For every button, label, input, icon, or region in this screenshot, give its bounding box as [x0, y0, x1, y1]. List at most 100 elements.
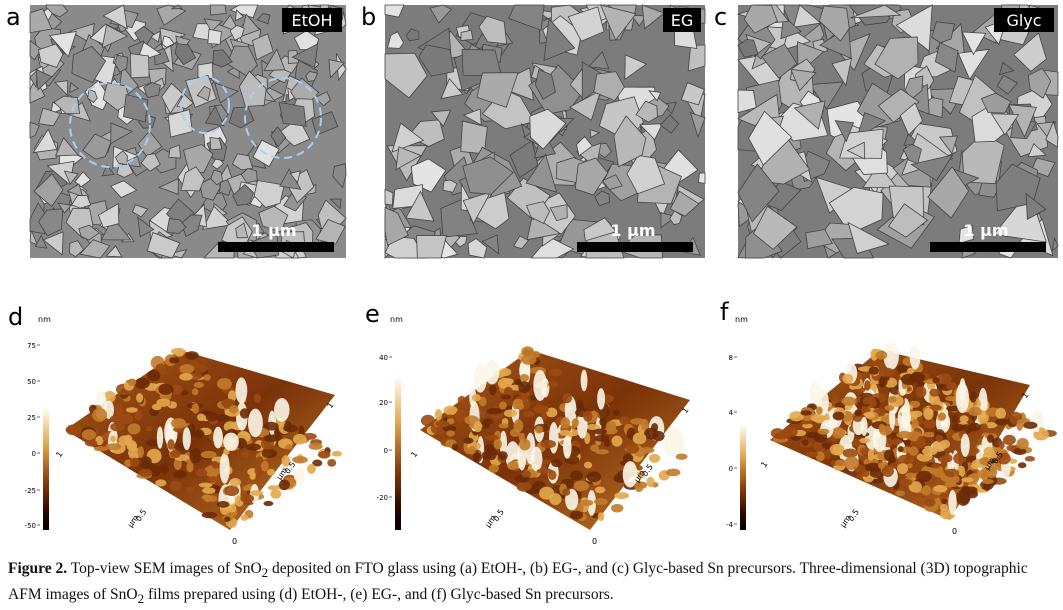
grain: [818, 5, 850, 42]
grain: [328, 59, 346, 79]
surface-peak: [868, 366, 880, 375]
panel-label: a: [6, 3, 21, 31]
grain: [1027, 67, 1052, 99]
surface-peak: [536, 468, 553, 474]
surface-peak: [173, 458, 182, 470]
grain: [669, 210, 683, 225]
surface-peak: [533, 404, 549, 414]
grain: [239, 13, 261, 38]
surface-peak: [562, 393, 573, 404]
grain: [35, 68, 53, 91]
surface-peak: [635, 465, 643, 471]
surface-peak: [897, 454, 914, 465]
surface-peak: [263, 434, 279, 443]
surface-peak: [195, 429, 204, 439]
surface-peak: [1016, 437, 1029, 450]
surface-peak: [503, 378, 514, 385]
axis-label: 0: [592, 537, 597, 546]
surface-peak: [127, 423, 141, 435]
surface-peak: [937, 373, 952, 385]
surface-peak: [610, 503, 624, 513]
surface-peak: [174, 350, 185, 357]
grain: [899, 102, 923, 136]
surface-peak: [114, 403, 124, 416]
surface-peak: [860, 416, 868, 436]
axis-label: 1: [325, 401, 335, 410]
surface-peak: [278, 479, 290, 491]
surface-peak: [634, 480, 644, 493]
surface-peak: [981, 423, 988, 431]
surface-peak: [1017, 462, 1027, 469]
surface-peak: [652, 430, 665, 442]
surface-peak: [486, 446, 497, 461]
surface-peak: [545, 407, 558, 418]
grain: [391, 122, 425, 153]
grain: [74, 171, 92, 188]
unit-label: nm: [38, 315, 51, 324]
grain: [520, 123, 533, 138]
grain: [34, 234, 48, 249]
surface-peak: [191, 403, 200, 414]
surface-peak: [207, 476, 220, 483]
grain: [462, 156, 514, 195]
scale-bar-label: 1 μm: [251, 221, 296, 240]
grain: [228, 106, 255, 129]
grain: [38, 208, 64, 237]
grain: [101, 24, 129, 49]
surface-peak: [179, 364, 195, 374]
grain: [278, 101, 307, 127]
grain: [29, 8, 53, 34]
surface-peak: [981, 479, 994, 485]
grain: [105, 245, 123, 258]
panel-label: b: [361, 3, 376, 31]
surface-peak: [519, 373, 529, 382]
grain: [990, 113, 1020, 136]
surface-peak: [946, 381, 957, 391]
grain: [38, 43, 64, 68]
grain: [114, 54, 128, 73]
grain: [641, 4, 665, 30]
grain: [847, 221, 890, 254]
highlight-circle: [69, 82, 151, 168]
tag-background: [282, 8, 342, 32]
grain: [513, 235, 530, 250]
surface-peak: [884, 405, 895, 411]
surface-peak: [194, 498, 207, 510]
surface-peak: [136, 393, 144, 403]
surface-peak: [484, 359, 500, 385]
surface-peak: [931, 462, 940, 469]
surface-peak: [996, 452, 1011, 465]
grain: [137, 130, 163, 158]
surface-peak: [292, 456, 308, 464]
surface-peak: [185, 351, 199, 360]
surface-peak: [197, 413, 206, 422]
axis-label: 0: [952, 527, 957, 536]
surface-peak: [916, 435, 926, 448]
surface-peak: [522, 411, 535, 418]
surface-peak: [172, 470, 188, 479]
surface-peak: [911, 418, 919, 430]
surface-peak: [646, 476, 655, 488]
grain: [938, 135, 959, 155]
surface-peak: [169, 480, 182, 492]
grain: [384, 4, 405, 18]
grain: [114, 150, 128, 166]
grain: [97, 203, 120, 228]
surface-peak: [435, 420, 450, 428]
grain: [1051, 236, 1059, 253]
surface-peak: [540, 412, 548, 421]
grain: [525, 201, 551, 225]
grain: [234, 9, 244, 22]
surface-peak: [630, 418, 646, 425]
surface-peak: [109, 415, 125, 422]
surface-peak: [935, 434, 944, 442]
figure: a EtOH 1 μm b EG 1 μm c Glyc 1 μm d nm 75 50 25 0 -25 -5…: [6, 3, 1059, 546]
surface-peak: [235, 377, 248, 404]
surface-peak: [150, 465, 161, 476]
scale-bar: [218, 242, 334, 252]
surface-peak: [953, 453, 964, 464]
surface-peak: [513, 419, 524, 433]
surface-peak: [331, 450, 343, 457]
surface-peak: [887, 396, 897, 403]
grain: [599, 4, 637, 41]
